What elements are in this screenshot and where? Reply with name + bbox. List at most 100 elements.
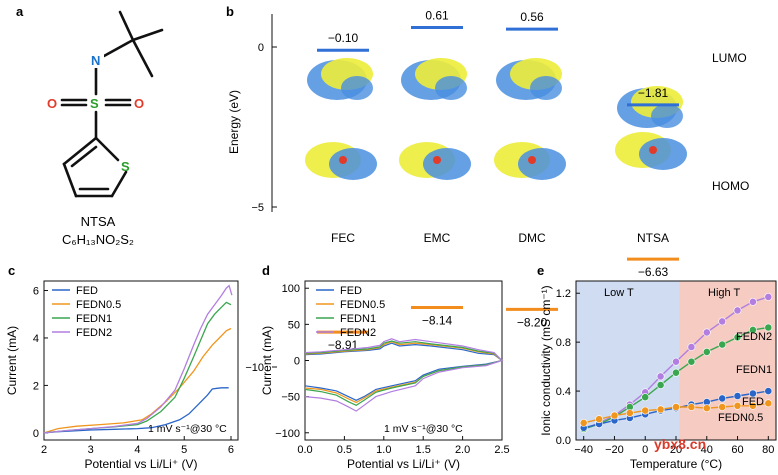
- bond: [62, 162, 78, 198]
- energy-levels: −0.10−8.91FEC0.61−8.14EMC0.56−8.20DMC−1.…: [317, 8, 679, 352]
- lumo-orbital-emc: [401, 58, 467, 100]
- panel-c-label: c: [8, 263, 15, 278]
- x-tick-label: 2: [41, 444, 47, 456]
- series-line-fedn2: [304, 338, 504, 412]
- legend-label: FEDN1: [76, 313, 112, 325]
- data-point: [718, 394, 727, 403]
- molecule-name-ntsa: NTSA: [637, 231, 669, 245]
- atom-o-right: O: [134, 96, 144, 111]
- homo-orbital-ntsa: [615, 132, 687, 170]
- plot-frame: [304, 280, 503, 441]
- x-tick-label: 1.5: [416, 444, 431, 456]
- panel-e: e −40 −20 0 20 40 60 80 0.0 0.4 0.8 1.2 Temperature…: [537, 263, 777, 471]
- panel-a: a N S O O S: [16, 4, 164, 247]
- data-point: [641, 393, 650, 402]
- orbital-lobe: [329, 148, 377, 180]
- panel-a-label: a: [16, 4, 24, 19]
- molecule-name-dmc: DMC: [518, 231, 546, 245]
- legend-label: FEDN2: [340, 327, 376, 339]
- low-t-label: Low T: [604, 287, 634, 299]
- data-point: [764, 292, 773, 301]
- data-point: [610, 411, 619, 420]
- data-point: [733, 306, 742, 315]
- atom-oxygen: [528, 156, 536, 164]
- series-label-fedn2: FEDN2: [736, 331, 772, 343]
- y-tick-label: 0.4: [556, 386, 571, 398]
- data-point: [702, 347, 711, 356]
- y-tick-label: 0: [33, 428, 39, 440]
- data-point: [579, 418, 588, 427]
- orbital-lobe: [423, 148, 471, 180]
- series-line-fedn05: [43, 327, 232, 434]
- homo-value-dmc: −8.20: [517, 315, 548, 329]
- panel-b-ylabel: Energy (eV): [227, 90, 241, 154]
- x-tick-label: 3: [88, 444, 94, 456]
- x-tick-label: 1.0: [376, 444, 391, 456]
- series-line-fed: [43, 387, 229, 434]
- panel-e-label: e: [537, 263, 544, 278]
- atom-s-ring: S: [121, 159, 130, 174]
- y-tick-label: 6: [33, 285, 39, 297]
- high-t-band: [679, 281, 776, 440]
- series-line-fedn1: [43, 301, 232, 434]
- panel-b-ytick-label: −10: [245, 362, 264, 374]
- series-label-fedn05: FEDN0.5: [718, 412, 763, 424]
- x-tick-label: 60: [731, 444, 743, 456]
- y-tick-label: 100: [282, 283, 300, 295]
- data-point: [656, 381, 665, 389]
- data-point: [672, 403, 680, 411]
- chart-e: −40 −20 0 20 40 60 80 0.0 0.4 0.8 1.2 Temperature (…: [539, 280, 777, 471]
- x-tick-label: 20: [670, 444, 682, 456]
- lumo-value-emc: 0.61: [425, 8, 449, 22]
- x-tick-label: 4: [134, 444, 140, 456]
- y-tick-label: 4: [33, 333, 39, 345]
- bond: [70, 145, 98, 168]
- x-tick-label: 5: [181, 444, 187, 456]
- panel-d-label: d: [262, 263, 270, 278]
- x-axis-label: Potential vs Li/Li⁺ (V): [84, 457, 197, 471]
- x-tick-label: −40: [574, 444, 593, 456]
- bond: [102, 38, 135, 58]
- data-point: [718, 317, 727, 326]
- atom-oxygen: [433, 156, 441, 164]
- plot-frame: [43, 280, 239, 441]
- panel-b-ytick-label: 0: [258, 42, 264, 54]
- data-point: [641, 406, 650, 415]
- orbital-lobe: [435, 76, 467, 100]
- atom-oxygen: [339, 156, 347, 164]
- data-point: [687, 357, 696, 366]
- molecule-name-fec: FEC: [331, 231, 355, 245]
- lumo-value-ntsa: −1.81: [638, 86, 669, 100]
- homo-value-emc: −8.14: [422, 313, 453, 327]
- legend-label: FED: [340, 285, 362, 297]
- data-point: [672, 357, 680, 366]
- ntsa-structure: [60, 10, 164, 198]
- atom-n: N: [91, 53, 100, 68]
- y-axis-label: Current (mA): [5, 326, 19, 395]
- orbital-lobe: [341, 76, 373, 100]
- series-label-fedn1: FEDN1: [736, 364, 772, 376]
- lumo-label: LUMO: [712, 51, 747, 65]
- data-point: [733, 401, 742, 410]
- y-axis-label: Current (mA): [260, 326, 274, 395]
- atom-o-left: O: [47, 96, 57, 111]
- x-tick-label: −20: [605, 444, 624, 456]
- x-tick-label: 2.0: [455, 444, 470, 456]
- orbital-isosurfaces: [305, 58, 687, 180]
- data-point: [749, 325, 757, 334]
- panel-b-ytick-label: −5: [251, 202, 264, 214]
- data-point: [656, 372, 665, 381]
- data-point: [625, 409, 634, 417]
- atom-bg: [88, 52, 104, 68]
- panel-d: d 0.0 0.5 1.0 1.5 2.0 2.5 100 50 0 −50 −100 Potenti…: [260, 263, 510, 471]
- data-point: [749, 401, 757, 410]
- bond: [131, 28, 164, 42]
- x-axis-label: Temperature (°C): [630, 457, 722, 471]
- lumo-orbital-dmc: [496, 58, 562, 100]
- compound-name: NTSA: [81, 214, 116, 229]
- data-point: [672, 368, 680, 377]
- lumo-value-dmc: 0.56: [520, 10, 544, 24]
- panel-b-label: b: [226, 4, 234, 19]
